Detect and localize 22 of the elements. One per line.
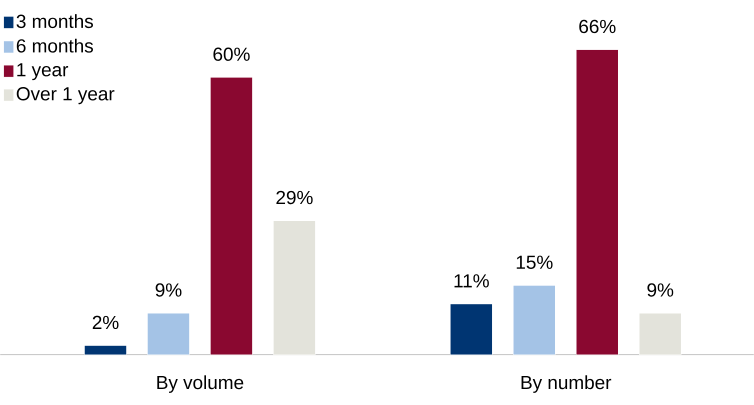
x-tick-label: By volume: [157, 375, 244, 394]
bar: [147, 313, 190, 356]
bar: [273, 220, 316, 356]
x-tick-label: By number: [522, 375, 612, 394]
data-label: 60%: [213, 48, 250, 62]
data-label: 9%: [647, 283, 674, 297]
legend-label: 1 year: [17, 63, 68, 80]
bar: [576, 50, 618, 356]
legend-label: 6 months: [16, 38, 93, 53]
data-label: 29%: [276, 190, 313, 204]
data-label: 11%: [454, 274, 489, 288]
data-label: 15%: [516, 256, 553, 270]
data-label: 9%: [156, 283, 182, 297]
data-label: 66%: [579, 20, 616, 34]
legend-label: 3 months: [16, 14, 93, 28]
bar: [513, 285, 556, 356]
bar: [84, 345, 127, 356]
bar: [638, 313, 682, 356]
bar: [210, 77, 253, 356]
data-label: 2%: [92, 316, 118, 330]
bar: [450, 304, 493, 356]
legend-label: Over 1 year: [16, 87, 114, 104]
